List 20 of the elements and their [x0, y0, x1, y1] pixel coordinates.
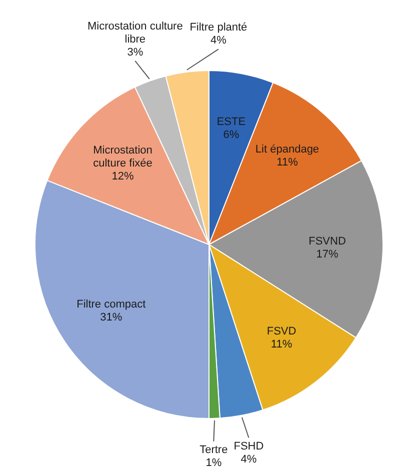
slice-label: FSHD [234, 440, 264, 452]
data-label: 4% [240, 453, 257, 466]
slice-label: FSVD [266, 326, 296, 338]
data-label: 4% [210, 34, 227, 47]
data-label: 1% [206, 456, 222, 469]
data-label: 3% [127, 46, 144, 58]
slice-label: Microstation culture fixée [93, 144, 152, 170]
data-label: 31% [100, 312, 122, 324]
slice-label: Lit épandage [255, 143, 320, 156]
slice-label: ESTE [216, 116, 246, 128]
slice-label: FSVND [308, 236, 346, 248]
slice-label: Tertre [200, 444, 228, 456]
data-label: 17% [316, 248, 338, 261]
slice-label: Microstation culture libre [87, 20, 183, 46]
slice-label: Filtre compact [76, 298, 146, 311]
data-label: 11% [276, 156, 298, 168]
data-label: 6% [223, 128, 240, 141]
slice-label: Filtre planté [190, 22, 248, 34]
data-label: 12% [112, 170, 134, 183]
data-label: 11% [270, 338, 292, 351]
